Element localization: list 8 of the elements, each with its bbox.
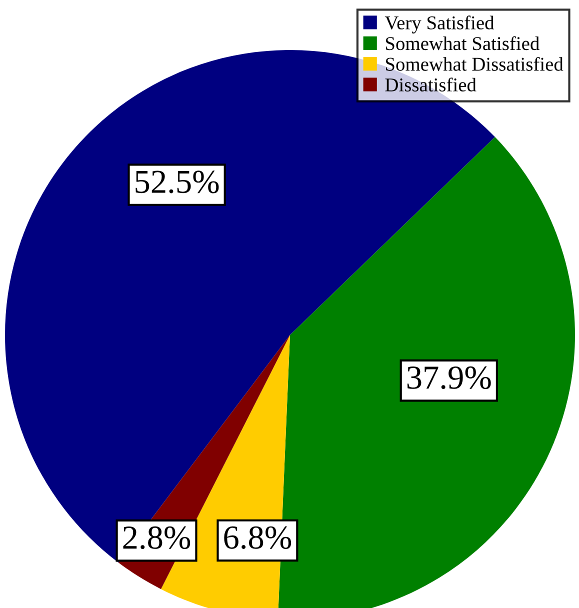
data-label: 6.8% [224,526,292,549]
legend-label: Very Satisfied [384,16,494,34]
data-label: 2.8% [123,526,190,550]
legend-label: Somewhat Dissatisfied [386,56,564,71]
data-label: 37.9% [407,366,491,390]
legend-label: Somewhat Satisfied [386,36,540,50]
data-label: 52.5% [136,170,219,194]
legend-label: Dissatisfied [385,78,476,92]
